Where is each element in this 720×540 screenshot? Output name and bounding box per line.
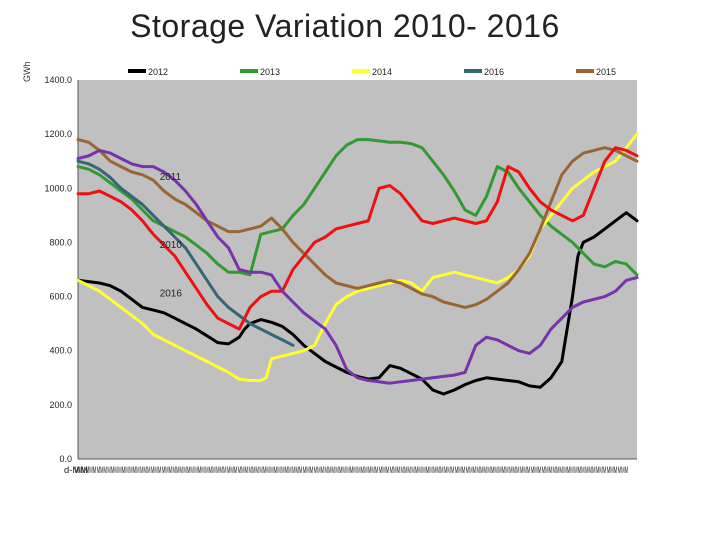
- x-tick-label: MMM: [390, 465, 401, 475]
- x-tick-label: MMM: [585, 465, 596, 475]
- legend: 2012 2013 2014 2016 2015: [128, 67, 616, 77]
- x-tick-label: MMM: [216, 465, 227, 475]
- x-tick-label: MMM: [487, 465, 498, 475]
- x-tick-label: d-MM: [64, 465, 88, 475]
- x-tick-label: MMM: [498, 465, 509, 475]
- x-tick-label: MMM: [173, 465, 184, 475]
- x-tick-label: MMM: [596, 465, 607, 475]
- x-tick-label: MMM: [379, 465, 390, 475]
- x-tick-label: MMM: [607, 465, 618, 475]
- x-tick-label: MMM: [552, 465, 563, 475]
- x-tick-label: MMM: [433, 465, 444, 475]
- annotation-label: 2011: [160, 172, 182, 183]
- x-tick-label: MMM: [118, 465, 129, 475]
- x-tick-label: MMM: [75, 465, 86, 475]
- x-tick-label: MMM: [346, 465, 357, 475]
- x-tick-label: MMM: [411, 465, 422, 475]
- y-tick-label: 600.0: [49, 292, 72, 302]
- x-tick-label: MMM: [574, 465, 585, 475]
- x-tick-label: MMM: [183, 465, 194, 475]
- x-tick-label: MMM: [205, 465, 216, 475]
- legend-label: 2013: [260, 67, 280, 77]
- x-tick-label: MMM: [292, 465, 303, 475]
- x-tick-label: MMM: [335, 465, 346, 475]
- x-tick-label: MMM: [444, 465, 455, 475]
- x-tick-label: MMM: [400, 465, 411, 475]
- series-line-5: [76, 146, 639, 331]
- x-tick-label: MMM: [520, 465, 531, 475]
- x-tick-label: MMM: [422, 465, 433, 475]
- series-line-2015: [76, 138, 639, 309]
- annotation-label: 2010: [160, 240, 183, 251]
- x-tick-label: MMM: [259, 465, 270, 475]
- plot-area: [78, 80, 637, 459]
- x-tick-label: MMM: [151, 465, 162, 475]
- x-tick-label: MMM: [249, 465, 260, 475]
- series-line-2016: [76, 159, 295, 347]
- legend-label: 2014: [372, 67, 392, 77]
- legend-label: 2016: [484, 67, 504, 77]
- x-tick-label: MMM: [325, 465, 336, 475]
- annotation-label: 2016: [160, 289, 183, 300]
- y-tick-label: 1000.0: [44, 183, 72, 193]
- annotations: 2011 2010 2016: [160, 172, 183, 299]
- x-tick-label: MMM: [97, 465, 108, 475]
- y-tick-label: 800.0: [49, 237, 72, 247]
- series-line-6: [76, 148, 639, 385]
- x-tick-label: MMM: [466, 465, 477, 475]
- x-tick-label: MMM: [238, 465, 249, 475]
- x-tick-label: MMM: [531, 465, 542, 475]
- series-lines: [76, 132, 639, 396]
- x-tick-label: MMM: [368, 465, 379, 475]
- x-tick-label: MMM: [140, 465, 151, 475]
- x-tick-label: MMM: [194, 465, 205, 475]
- x-tick-label: MMM: [227, 465, 238, 475]
- axes: 0.0 200.0 400.0 600.0 800.0 1000.0 1200.0 1400.…: [44, 75, 637, 475]
- y-tick-label: 0.0: [59, 454, 72, 464]
- y-tick-label: 1200.0: [44, 129, 72, 139]
- x-tick-label: MMM: [162, 465, 173, 475]
- legend-label: 2015: [596, 67, 616, 77]
- x-tick-label: MMM: [542, 465, 553, 475]
- y-tick-label: 1400.0: [44, 75, 72, 85]
- x-tick-label: MMM: [618, 465, 629, 475]
- x-tick-label: MMM: [107, 465, 118, 475]
- y-tick-label: 200.0: [49, 400, 72, 410]
- x-tick-label: MMM: [303, 465, 314, 475]
- x-tick-label: MMM: [509, 465, 520, 475]
- x-tick-label: MMM: [86, 465, 97, 475]
- x-tick-label: MMM: [476, 465, 487, 475]
- x-tick-label: MMM: [455, 465, 466, 475]
- x-tick-label: MMM: [270, 465, 281, 475]
- y-tick-label: 400.0: [49, 346, 72, 356]
- x-tick-label: MMM: [563, 465, 574, 475]
- x-tick-label: MMM: [281, 465, 292, 475]
- x-tick-label: MMM: [129, 465, 140, 475]
- x-tick-label: MMM: [357, 465, 368, 475]
- x-tick-label: MMM: [314, 465, 325, 475]
- legend-label: 2012: [148, 67, 168, 77]
- chart-title: Storage Variation 2010- 2016: [130, 8, 560, 44]
